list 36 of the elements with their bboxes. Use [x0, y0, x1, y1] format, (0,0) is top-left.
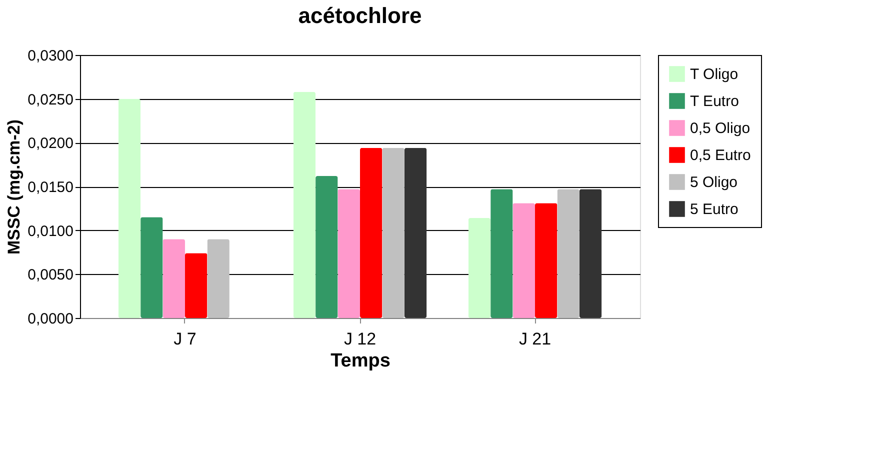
legend-label: 0,5 Eutro: [690, 147, 751, 164]
bar: [404, 148, 427, 318]
bar: [338, 189, 360, 318]
bar: [162, 239, 185, 318]
bar: [140, 217, 163, 318]
bar: [185, 253, 208, 318]
y-tick-label: 0,0300: [28, 48, 74, 64]
bar: [468, 218, 491, 318]
bar: [535, 203, 558, 318]
y-tick-label: 0,0050: [28, 266, 74, 284]
legend-label: 0,5 Oligo: [690, 120, 750, 137]
chart-title: acétochlore: [298, 3, 422, 28]
bar: [382, 148, 404, 318]
legend-label: 5 Oligo: [690, 174, 738, 191]
bar: [557, 189, 580, 318]
legend-label: 5 Eutro: [690, 201, 738, 218]
legend-label: T Eutro: [690, 93, 739, 110]
bar: [293, 92, 316, 318]
legend-label: T Oligo: [690, 66, 738, 83]
y-tick-label: 0,0250: [28, 91, 74, 108]
bar: [360, 148, 382, 318]
y-tick-label: 0,0150: [28, 179, 74, 196]
bar: [118, 98, 141, 318]
y-tick-label: 0,0100: [28, 222, 74, 240]
x-tick-label: J 21: [518, 330, 552, 348]
x-tick-label: J 7: [174, 330, 196, 348]
bar: [579, 189, 602, 318]
y-tick-label: 0,0200: [28, 135, 74, 152]
x-axis-title: Temps: [330, 350, 390, 372]
y-axis-title: MSSC (mg.cm-2): [4, 119, 24, 255]
bar: [512, 203, 535, 318]
bar: [490, 189, 513, 318]
bar: [207, 239, 230, 318]
bar: [316, 176, 338, 318]
x-tick-label: J 12: [344, 330, 376, 348]
y-tick-label: 0,0000: [28, 310, 74, 328]
